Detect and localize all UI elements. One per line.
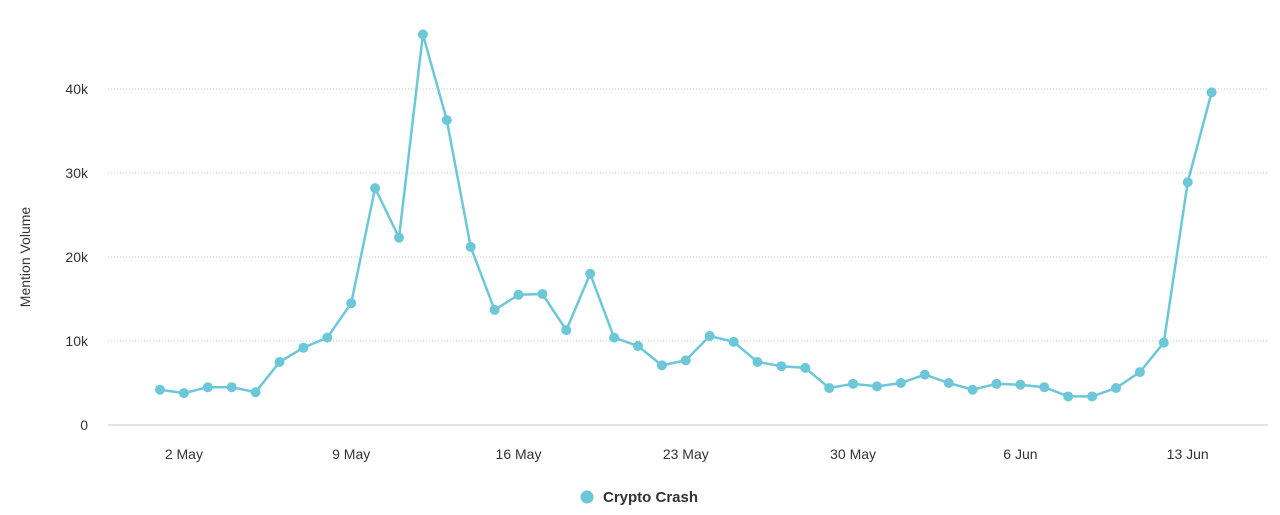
data-point[interactable] — [274, 357, 285, 367]
x-tick-label: 23 May — [663, 446, 709, 462]
data-point[interactable] — [537, 288, 548, 299]
data-point[interactable] — [1158, 337, 1169, 348]
data-point[interactable] — [680, 355, 691, 366]
data-point[interactable] — [417, 29, 428, 40]
legend-marker — [580, 490, 594, 504]
data-point[interactable] — [1087, 391, 1098, 402]
x-tick-label: 9 May — [332, 446, 370, 462]
x-tick-label: 30 May — [830, 446, 876, 462]
data-point[interactable] — [298, 342, 309, 353]
data-point[interactable] — [872, 381, 882, 392]
y-axis-ticks: 0 10k 20k 30k 40k — [65, 81, 89, 433]
data-point[interactable] — [322, 332, 333, 343]
data-point[interactable] — [178, 388, 189, 399]
data-point[interactable] — [155, 384, 165, 395]
data-point[interactable] — [1134, 367, 1145, 378]
data-point[interactable] — [824, 383, 835, 394]
data-point[interactable] — [1039, 382, 1050, 393]
data-point[interactable] — [1182, 177, 1193, 188]
gridlines — [108, 88, 1268, 426]
data-point[interactable] — [991, 378, 1002, 389]
data-point[interactable] — [346, 298, 357, 309]
data-point[interactable] — [202, 382, 213, 393]
data-point[interactable] — [1206, 87, 1217, 98]
x-axis-ticks: 2 May 9 May 16 May 23 May 30 May 6 Jun 13 Jun — [165, 446, 1209, 462]
data-point[interactable] — [250, 387, 261, 398]
y-tick-label: 0 — [80, 417, 88, 433]
y-tick-label: 20k — [65, 249, 89, 265]
data-point[interactable] — [394, 232, 404, 243]
data-point[interactable] — [967, 384, 978, 395]
data-point[interactable] — [585, 268, 596, 279]
data-point[interactable] — [609, 332, 620, 343]
y-tick-label: 10k — [65, 333, 89, 349]
data-point[interactable] — [943, 378, 954, 388]
x-tick-label: 13 Jun — [1167, 446, 1209, 462]
y-tick-label: 30k — [65, 165, 89, 181]
legend[interactable]: Crypto Crash — [580, 489, 699, 506]
data-point[interactable] — [728, 336, 739, 347]
y-tick-label: 40k — [65, 81, 89, 97]
data-point[interactable] — [895, 378, 906, 388]
data-point[interactable] — [441, 115, 452, 126]
data-point[interactable] — [633, 341, 643, 352]
data-point[interactable] — [919, 369, 930, 380]
x-tick-label: 2 May — [165, 446, 203, 462]
data-point[interactable] — [752, 357, 763, 367]
data-point[interactable] — [1111, 383, 1121, 394]
data-point[interactable] — [489, 304, 500, 315]
data-point[interactable] — [776, 361, 787, 372]
legend-label: Crypto Crash — [603, 489, 698, 506]
data-point[interactable] — [800, 362, 811, 373]
y-axis-label: Mention Volume — [17, 207, 33, 308]
data-point[interactable] — [561, 325, 572, 336]
data-point[interactable] — [1015, 379, 1026, 390]
data-point[interactable] — [704, 330, 715, 341]
data-point[interactable] — [848, 378, 859, 389]
data-point[interactable] — [226, 382, 237, 393]
data-point[interactable] — [1063, 391, 1074, 402]
series-crypto-crash — [155, 29, 1217, 402]
data-point[interactable] — [656, 360, 667, 371]
data-point[interactable] — [513, 289, 524, 300]
data-point[interactable] — [370, 183, 381, 194]
x-tick-label: 16 May — [496, 446, 542, 462]
x-tick-label: 6 Jun — [1003, 446, 1037, 462]
data-point[interactable] — [465, 241, 476, 252]
